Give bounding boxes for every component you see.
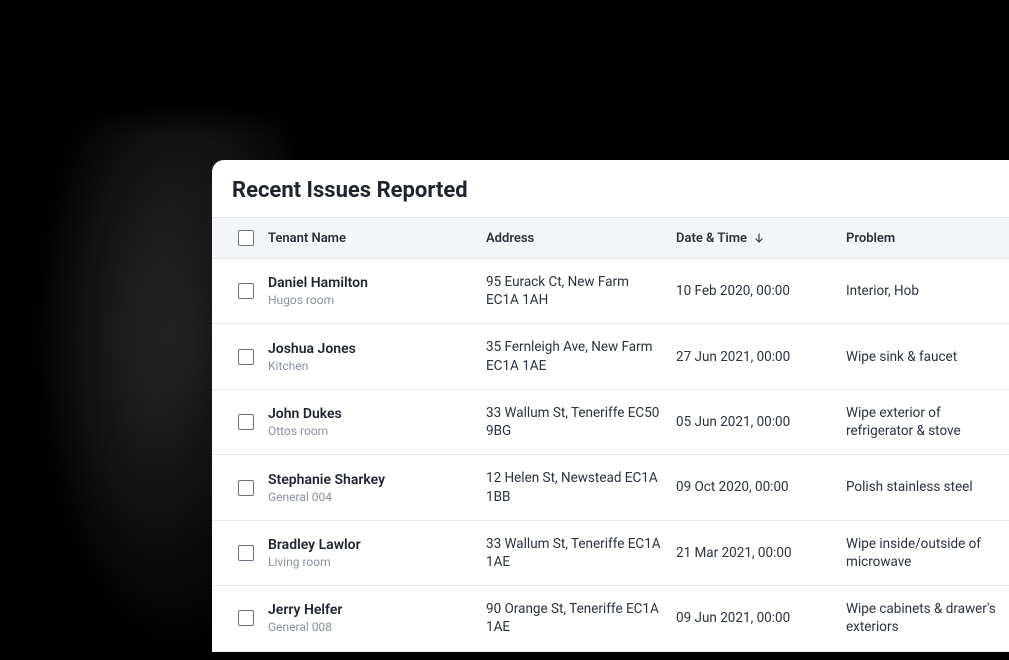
tenant-cell: Joshua Jones Kitchen <box>268 341 486 373</box>
row-checkbox[interactable] <box>238 480 254 496</box>
column-header-date[interactable]: Date & Time <box>676 231 846 246</box>
tenant-subtext: General 008 <box>268 620 474 634</box>
row-checkbox[interactable] <box>238 414 254 430</box>
issues-table: Tenant Name Address Date & Time Problem … <box>212 217 1009 652</box>
tenant-name: John Dukes <box>268 406 474 422</box>
table-row[interactable]: Stephanie Sharkey General 004 12 Helen S… <box>212 455 1009 520</box>
tenant-name: Daniel Hamilton <box>268 275 474 291</box>
column-header-date-label: Date & Time <box>676 231 747 246</box>
row-checkbox[interactable] <box>238 545 254 561</box>
table-row[interactable]: Jerry Helfer General 008 90 Orange St, T… <box>212 586 1009 651</box>
tenant-cell: Daniel Hamilton Hugos room <box>268 275 486 307</box>
tenant-cell: Stephanie Sharkey General 004 <box>268 472 486 504</box>
table-row[interactable]: Daniel Hamilton Hugos room 95 Eurack Ct,… <box>212 259 1009 324</box>
table-header-row: Tenant Name Address Date & Time Problem <box>212 217 1009 259</box>
tenant-name: Joshua Jones <box>268 341 474 357</box>
tenant-name: Jerry Helfer <box>268 602 474 618</box>
problem-cell: Interior, Hob <box>846 282 1009 300</box>
tenant-subtext: General 004 <box>268 490 474 504</box>
date-cell: 09 Oct 2020, 00:00 <box>676 478 846 496</box>
address-cell: 95 Eurack Ct, New Farm EC1A 1AH <box>486 273 676 309</box>
tenant-subtext: Living room <box>268 555 474 569</box>
row-checkbox[interactable] <box>238 283 254 299</box>
table-row[interactable]: Bradley Lawlor Living room 33 Wallum St,… <box>212 521 1009 586</box>
row-checkbox-cell <box>224 610 268 626</box>
column-header-problem[interactable]: Problem <box>846 231 1009 246</box>
row-checkbox-cell <box>224 480 268 496</box>
tenant-cell: Bradley Lawlor Living room <box>268 537 486 569</box>
row-checkbox-cell <box>224 414 268 430</box>
problem-cell: Wipe inside/outside of microwave <box>846 535 1009 571</box>
date-cell: 10 Feb 2020, 00:00 <box>676 282 846 300</box>
date-cell: 05 Jun 2021, 00:00 <box>676 413 846 431</box>
problem-cell: Polish stainless steel <box>846 478 1009 496</box>
arrow-down-icon <box>753 232 765 244</box>
column-header-address[interactable]: Address <box>486 231 676 246</box>
tenant-subtext: Hugos room <box>268 293 474 307</box>
table-row[interactable]: John Dukes Ottos room 33 Wallum St, Tene… <box>212 390 1009 455</box>
tenant-subtext: Kitchen <box>268 359 474 373</box>
row-checkbox-cell <box>224 349 268 365</box>
tenant-name: Stephanie Sharkey <box>268 472 474 488</box>
row-checkbox[interactable] <box>238 349 254 365</box>
panel-title: Recent Issues Reported <box>212 160 1009 217</box>
select-all-checkbox[interactable] <box>238 230 254 246</box>
problem-cell: Wipe sink & faucet <box>846 348 1009 366</box>
row-checkbox-cell <box>224 283 268 299</box>
tenant-cell: Jerry Helfer General 008 <box>268 602 486 634</box>
date-cell: 27 Jun 2021, 00:00 <box>676 348 846 366</box>
address-cell: 35 Fernleigh Ave, New Farm EC1A 1AE <box>486 338 676 374</box>
column-header-tenant[interactable]: Tenant Name <box>268 231 486 246</box>
issues-panel: Recent Issues Reported Tenant Name Addre… <box>212 160 1009 652</box>
table-row[interactable]: Joshua Jones Kitchen 35 Fernleigh Ave, N… <box>212 324 1009 389</box>
tenant-cell: John Dukes Ottos room <box>268 406 486 438</box>
address-cell: 12 Helen St, Newstead EC1A 1BB <box>486 469 676 505</box>
address-cell: 33 Wallum St, Teneriffe EC50 9BG <box>486 404 676 440</box>
table-body: Daniel Hamilton Hugos room 95 Eurack Ct,… <box>212 259 1009 652</box>
row-checkbox[interactable] <box>238 610 254 626</box>
tenant-name: Bradley Lawlor <box>268 537 474 553</box>
date-cell: 09 Jun 2021, 00:00 <box>676 609 846 627</box>
row-checkbox-cell <box>224 545 268 561</box>
address-cell: 90 Orange St, Teneriffe EC1A 1AE <box>486 600 676 636</box>
problem-cell: Wipe cabinets & drawer's exteriors <box>846 600 1009 636</box>
tenant-subtext: Ottos room <box>268 424 474 438</box>
date-cell: 21 Mar 2021, 00:00 <box>676 544 846 562</box>
problem-cell: Wipe exterior of refrigerator & stove <box>846 404 1009 440</box>
address-cell: 33 Wallum St, Teneriffe EC1A 1AE <box>486 535 676 571</box>
select-all-cell <box>224 230 268 246</box>
